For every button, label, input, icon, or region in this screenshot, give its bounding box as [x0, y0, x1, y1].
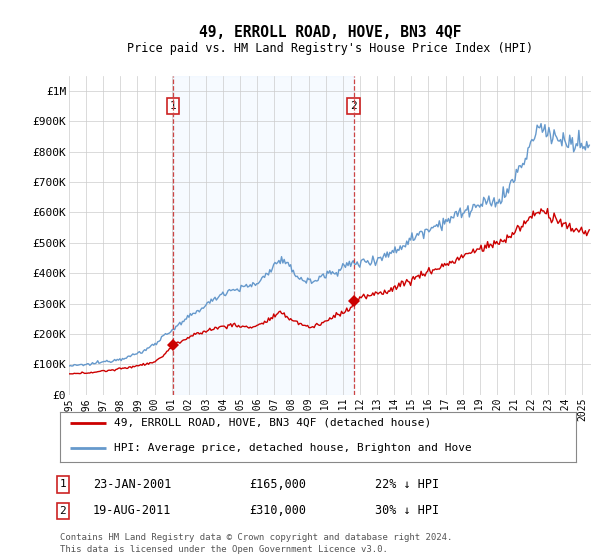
Text: £165,000: £165,000 — [249, 478, 306, 491]
Text: 2: 2 — [59, 506, 67, 516]
Text: HPI: Average price, detached house, Brighton and Hove: HPI: Average price, detached house, Brig… — [114, 443, 472, 453]
Text: 2: 2 — [350, 101, 357, 111]
Text: This data is licensed under the Open Government Licence v3.0.: This data is licensed under the Open Gov… — [60, 545, 388, 554]
Text: 1: 1 — [169, 101, 176, 111]
Text: Contains HM Land Registry data © Crown copyright and database right 2024.: Contains HM Land Registry data © Crown c… — [60, 533, 452, 542]
Text: 1: 1 — [59, 479, 67, 489]
Text: £310,000: £310,000 — [249, 504, 306, 517]
Text: Price paid vs. HM Land Registry's House Price Index (HPI): Price paid vs. HM Land Registry's House … — [127, 42, 533, 55]
Text: 30% ↓ HPI: 30% ↓ HPI — [375, 504, 439, 517]
Text: 49, ERROLL ROAD, HOVE, BN3 4QF (detached house): 49, ERROLL ROAD, HOVE, BN3 4QF (detached… — [114, 418, 431, 428]
Text: 23-JAN-2001: 23-JAN-2001 — [93, 478, 172, 491]
Text: 49, ERROLL ROAD, HOVE, BN3 4QF: 49, ERROLL ROAD, HOVE, BN3 4QF — [199, 25, 461, 40]
Bar — [173, 76, 353, 395]
Text: 22% ↓ HPI: 22% ↓ HPI — [375, 478, 439, 491]
Text: 19-AUG-2011: 19-AUG-2011 — [93, 504, 172, 517]
